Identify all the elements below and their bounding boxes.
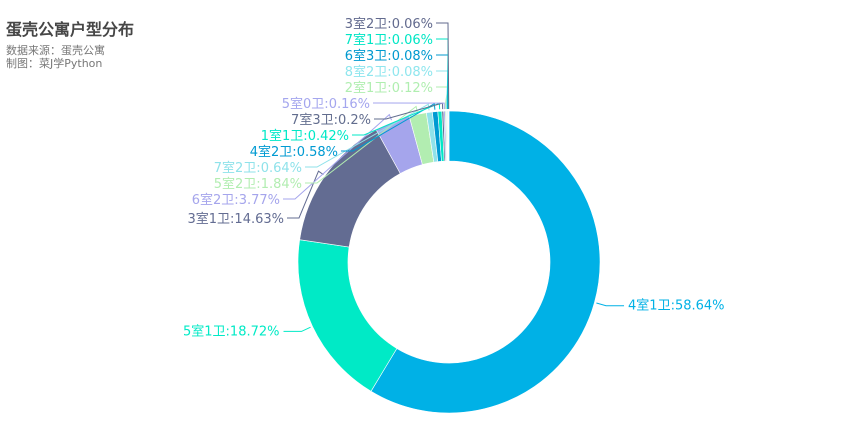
slice-3室2卫[interactable]: [448, 110, 450, 162]
slice-5室1卫[interactable]: [297, 239, 398, 392]
label-7室2卫: 7室2卫:0.64%: [214, 160, 302, 176]
leader-3室2卫: [436, 22, 450, 110]
leader-5室0卫: [373, 102, 445, 110]
leader-5室2卫: [305, 105, 418, 184]
labels-group: 4室1卫:58.64% 5室1卫:18.72% 3室1卫:14.63% 6室2卫:3.…: [183, 16, 725, 339]
label-3室2卫: 3室2卫:0.06%: [345, 16, 433, 32]
chart-subtitle: 数据来源：蛋壳公寓 制图：菜J学Python: [6, 44, 105, 70]
subtitle-source: 数据来源：蛋壳公寓: [6, 44, 105, 57]
leader-3室1卫: [287, 170, 324, 219]
leader-5室1卫: [283, 326, 311, 332]
label-8室2卫: 8室2卫:0.08%: [345, 64, 433, 80]
label-4室1卫: 4室1卫:58.64%: [628, 298, 725, 314]
label-5室0卫: 5室0卫:0.16%: [282, 96, 370, 112]
label-5室1卫: 5室1卫:18.72%: [183, 323, 280, 339]
label-2室1卫: 2室1卫:0.12%: [345, 80, 433, 96]
chart-title: 蛋壳公寓户型分布: [6, 20, 135, 39]
leader-1室1卫: [352, 102, 441, 136]
label-6室3卫: 6室3卫:0.08%: [345, 48, 433, 64]
label-7室3卫: 7室3卫:0.2%: [291, 112, 371, 128]
leader-4室1卫: [596, 302, 625, 307]
label-7室1卫: 7室1卫:0.06%: [345, 32, 433, 48]
leader-7室3卫: [374, 102, 444, 120]
label-3室1卫: 3室1卫:14.63%: [188, 211, 285, 227]
label-5室2卫: 5室2卫:1.84%: [214, 176, 302, 192]
leader-lines-group: [283, 22, 625, 332]
label-4室2卫: 4室2卫:0.58%: [250, 144, 338, 160]
label-1室1卫: 1室1卫:0.42%: [261, 128, 349, 144]
label-6室2卫: 6室2卫:3.77%: [192, 192, 280, 208]
slice-4室1卫[interactable]: [370, 110, 601, 414]
subtitle-author: 制图：菜J学Python: [6, 57, 103, 70]
leader-4室2卫: [341, 102, 436, 152]
